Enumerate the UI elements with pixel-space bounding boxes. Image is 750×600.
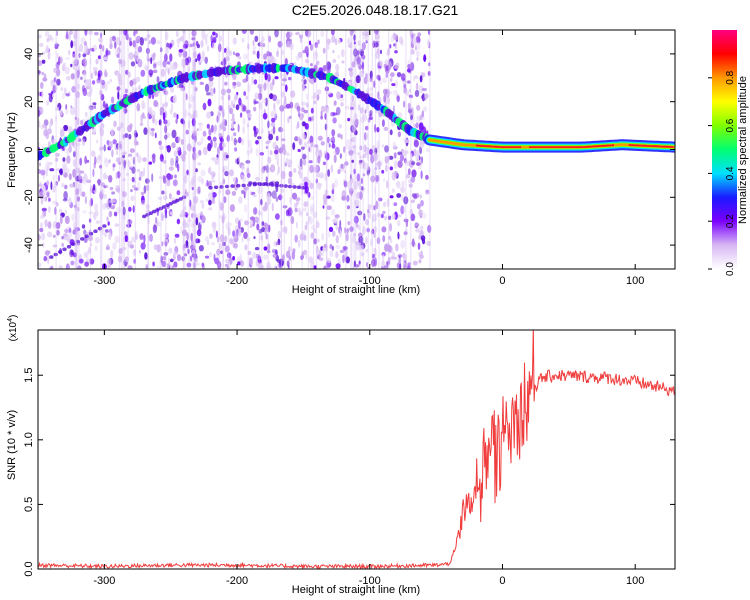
x-tick-label: 0 <box>499 275 505 287</box>
noise-scatter <box>38 30 432 269</box>
spectrogram-x-ticks: -300 -200 -100 0 100 <box>93 30 644 287</box>
colorbar-tick-label: 0.6 <box>725 118 736 132</box>
x-tick-label: -100 <box>359 275 381 287</box>
x-tick-label: 0 <box>499 575 505 587</box>
colorbar-tick-label: 0.2 <box>725 214 736 228</box>
y-tick-label: 0.0 <box>23 561 35 576</box>
arc-track <box>38 62 432 162</box>
colorbar-ticks: 0.0 0.2 0.4 0.6 0.8 <box>708 70 736 276</box>
colorbar-gradient <box>712 30 737 269</box>
snr-x-ticks: -300 -200 -100 0 100 <box>93 330 644 587</box>
tone-track <box>424 134 675 153</box>
y-tick-label: 40 <box>23 48 35 60</box>
x-tick-label: 100 <box>626 575 644 587</box>
colorbar-tick-label: 0.0 <box>725 262 736 276</box>
x-tick-label: -200 <box>226 275 248 287</box>
spectrogram-x-label: Height of straight line (km) <box>292 284 420 296</box>
x-tick-label: -300 <box>93 575 115 587</box>
colorbar-tick-label: 0.4 <box>725 166 736 180</box>
colorbar-tick-label: 0.8 <box>725 70 736 84</box>
snr-y-ticks: 0.0 0.5 1.0 1.5 <box>23 368 675 577</box>
y-tick-label: 1.5 <box>23 368 35 383</box>
snr-y-label: SNR (10 * v/v) <box>6 410 18 480</box>
colorbar-label: Normalized spectral amplitude <box>737 76 749 224</box>
snr-panel: -300 -200 -100 0 100 0.0 0.5 1.0 1.5 Height of … <box>6 315 676 596</box>
snr-x-label: Height of straight line (km) <box>292 584 420 596</box>
y-tick-label: 0 <box>23 146 35 152</box>
x-tick-label: -200 <box>226 575 248 587</box>
y-tick-label: 1.0 <box>23 432 35 447</box>
x-tick-label: -100 <box>359 575 381 587</box>
spectrogram-y-label: Frequency (Hz) <box>6 112 18 188</box>
chart-title: C2E5.2026.048.18.17.G21 <box>291 2 459 18</box>
x-tick-label: -300 <box>93 275 115 287</box>
spectrogram-y-ticks: -40 -20 0 20 40 <box>23 48 675 253</box>
y-tick-label: 0.5 <box>23 497 35 512</box>
snr-frame <box>37 329 676 570</box>
y-tick-label: 20 <box>23 96 35 108</box>
snr-series-line <box>38 330 675 569</box>
y-tick-label: -40 <box>23 237 35 253</box>
y-tick-label: -20 <box>23 189 35 205</box>
x-tick-label: 100 <box>626 275 644 287</box>
colorbar: 0.0 0.2 0.4 0.6 0.8 Normalized spectral ampl… <box>708 30 749 276</box>
snr-y-multiplier: (x104) <box>7 315 19 342</box>
